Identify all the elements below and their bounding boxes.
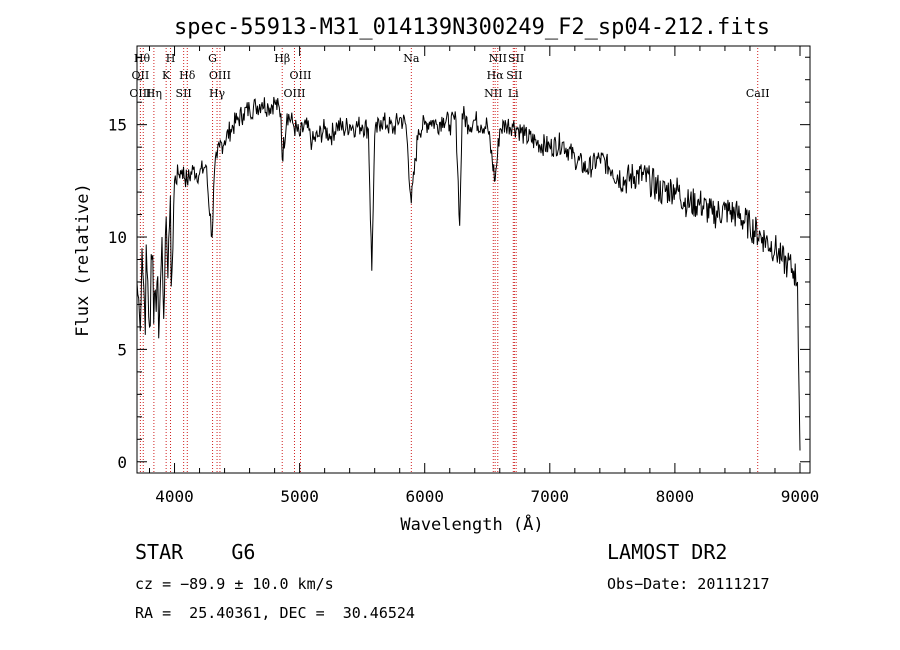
spectral-line-label: SII [506,69,522,82]
spectral-line-label: Hθ [134,52,151,65]
y-tick-label: 15 [108,116,127,135]
x-axis-label: Wavelength (Å) [400,513,543,535]
spectral-line-label: Hγ [209,87,226,100]
redshift-velocity: cz = −89.9 ± 10.0 km/s [135,575,334,593]
x-axis-ticks: 4000 5000 6000 7000 8000 9000 [149,46,820,506]
x-tick-label: 8000 [656,487,695,506]
coordinates: RA = 25.40361, DEC = 30.46524 [135,604,415,622]
spectral-line-label: Hβ [274,52,290,65]
spectral-line-label: CaII [746,87,770,100]
spectral-line-label: NII [489,52,507,65]
spectral-line-label: OIII [289,69,311,82]
y-axis-label: Flux (relative) [73,183,93,337]
spectral-line-label: K [162,69,171,82]
chart-title: spec-55913-M31_014139N300249_F2_sp04-212… [174,15,770,40]
x-tick-label: 7000 [531,487,570,506]
spectral-line-label: NII [484,87,502,100]
x-tick-label: 9000 [781,487,820,506]
x-tick-label: 6000 [405,487,444,506]
observation-date: Obs−Date: 20111217 [607,575,770,593]
spectral-line-label: SII [176,87,192,100]
y-axis-ticks: 0 5 10 15 [108,56,810,472]
spectral-line-label: Hα [487,69,505,82]
y-tick-label: 0 [117,453,127,472]
spectral-line-label: Hδ [179,69,196,82]
spectral-line-label: SII [508,52,524,65]
spectral-line-label: Li [508,87,519,100]
spectral-line-label: G [208,52,217,65]
spectral-line-label: OIII [209,69,231,82]
y-tick-label: 10 [108,228,127,247]
spectral-line-label: OIII [283,87,305,100]
plot-frame [136,45,811,474]
spectral-line-label: Na [403,52,420,65]
object-class: STAR G6 [135,540,256,564]
spectral-line-label: H [166,52,176,65]
spectral-line-label: Hη [146,87,162,100]
x-tick-label: 4000 [155,487,194,506]
survey-name: LAMOST DR2 [607,540,728,564]
y-tick-label: 5 [117,340,127,359]
x-tick-label: 5000 [280,487,319,506]
spectral-line-label: OIII [129,87,151,100]
spectrum-line [136,96,801,451]
spectral-line-markers [139,48,759,472]
spectral-line-label: OII [132,69,150,82]
